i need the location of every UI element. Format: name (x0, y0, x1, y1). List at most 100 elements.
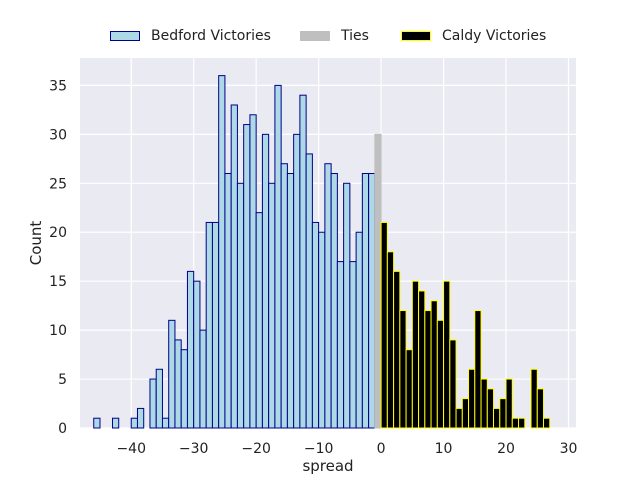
bar-bedford-victories (293, 133, 301, 429)
legend-label-ties: Ties (341, 28, 369, 44)
bar-caldy-victories (430, 300, 438, 429)
bar-bedford-victories (93, 417, 101, 429)
bar-bedford-victories (268, 182, 276, 429)
bar-bedford-victories (361, 173, 370, 429)
bar-caldy-victories (449, 339, 457, 429)
bar-caldy-victories (411, 280, 420, 429)
bar-bedford-victories (261, 133, 270, 429)
bar-caldy-victories (543, 417, 551, 429)
x-tick-label: 0 (377, 441, 386, 457)
bar-bedford-victories (218, 75, 226, 429)
bar-bedford-victories (355, 231, 363, 429)
y-axis-label: Count (27, 221, 45, 266)
bar-caldy-victories (386, 251, 395, 429)
bar-caldy-victories (405, 349, 413, 429)
bar-bedford-victories (199, 329, 207, 429)
x-tick-label: 20 (497, 441, 515, 457)
legend: Bedford Victories Ties Caldy Victories (0, 24, 640, 48)
bar-bedford-victories (349, 261, 357, 429)
x-tick-label: −10 (304, 441, 334, 457)
bar-bedford-victories (274, 84, 282, 429)
bar-bedford-victories (168, 319, 176, 429)
series-caldy-victories (380, 221, 551, 429)
legend-item-caldy: Caldy Victories (401, 24, 546, 48)
legend-item-ties: Ties (300, 24, 369, 48)
bar-caldy-victories (393, 270, 401, 429)
bar-caldy-victories (536, 388, 545, 429)
x-tick-label: −20 (241, 441, 271, 457)
series-bedford-victories (93, 75, 376, 429)
bar-caldy-victories (511, 417, 520, 429)
bar-bedford-victories (186, 270, 195, 429)
bar-caldy-victories (518, 417, 526, 429)
bar-bedford-victories (236, 182, 245, 429)
bar-bedford-victories (149, 378, 157, 429)
bar-caldy-victories (424, 310, 432, 429)
bar-bedford-victories (224, 173, 232, 429)
x-tick-labels: −40 −30 −20 −10 0 10 20 30 (116, 441, 577, 457)
bar-bedford-victories (286, 173, 295, 429)
x-tick-label: 30 (560, 441, 578, 457)
bar-bedford-victories (311, 221, 320, 429)
bar-caldy-victories (418, 290, 426, 429)
legend-item-bedford: Bedford Victories (110, 24, 271, 48)
bar-bedford-victories (280, 163, 288, 429)
bar-bedford-victories (343, 182, 351, 429)
legend-label-caldy: Caldy Victories (442, 28, 547, 44)
y-tick-label: 20 (49, 225, 67, 241)
bar-bedford-victories (249, 114, 257, 429)
bar-caldy-victories (486, 388, 495, 429)
bar-caldy-victories (436, 319, 445, 429)
bar-bedford-victories (205, 221, 213, 429)
bar-bedford-victories (111, 417, 120, 429)
x-tick-label: −30 (179, 441, 209, 457)
y-tick-label: 0 (58, 421, 67, 437)
y-tick-label: 10 (49, 323, 67, 339)
bar-caldy-victories (468, 368, 476, 429)
bar-bedford-victories (230, 104, 238, 429)
bar-bedford-victories (174, 339, 182, 429)
legend-swatch-ties (300, 31, 330, 41)
bar-caldy-victories (380, 221, 388, 429)
bar-caldy-victories (474, 310, 482, 429)
bar-bedford-victories (324, 163, 332, 429)
series-ties (374, 133, 382, 429)
bars (93, 75, 551, 429)
bar-caldy-victories (493, 407, 501, 429)
legend-swatch-bedford (110, 31, 140, 41)
bar-bedford-victories (368, 173, 376, 429)
bar-bedford-victories (136, 407, 145, 429)
bar-caldy-victories (530, 368, 538, 429)
bar-caldy-victories (455, 407, 463, 429)
bar-bedford-victories (130, 417, 138, 429)
bar-bedford-victories (243, 124, 251, 429)
bar-caldy-victories (499, 398, 507, 429)
bar-caldy-victories (505, 378, 513, 429)
legend-label-bedford: Bedford Victories (151, 28, 271, 44)
y-tick-labels: 0 5 10 15 20 25 30 35 (49, 78, 67, 437)
bar-caldy-victories (480, 378, 488, 429)
y-tick-label: 35 (49, 78, 67, 94)
bar-bedford-victories (336, 261, 345, 429)
bar-bedford-victories (180, 349, 188, 429)
bar-bedford-victories (330, 173, 338, 429)
bar-bedford-victories (161, 417, 170, 429)
bar-bedford-victories (155, 368, 163, 429)
bar-bedford-victories (211, 221, 220, 429)
bar-bedford-victories (318, 231, 326, 429)
bar-bedford-victories (299, 94, 307, 429)
bar-ties (374, 133, 382, 429)
bar-bedford-victories (255, 212, 263, 429)
legend-swatch-caldy (401, 31, 431, 41)
y-tick-label: 15 (49, 274, 67, 290)
x-tick-label: 10 (435, 441, 453, 457)
y-tick-label: 5 (58, 372, 67, 388)
bar-caldy-victories (461, 398, 470, 429)
x-axis-label: spread (302, 457, 353, 475)
bar-bedford-victories (193, 280, 201, 429)
bar-caldy-victories (399, 310, 407, 429)
bar-caldy-victories (443, 280, 451, 429)
x-tick-label: −40 (116, 441, 146, 457)
y-tick-label: 30 (49, 127, 67, 143)
